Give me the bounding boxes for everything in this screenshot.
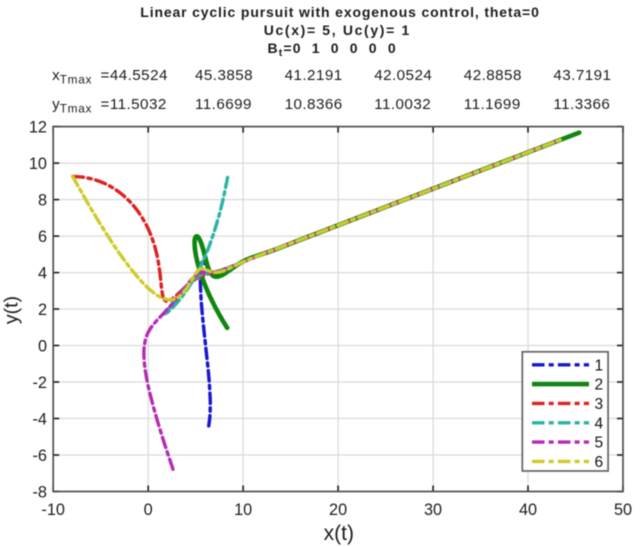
- svg-text:10: 10: [234, 501, 252, 519]
- svg-text:11.3366: 11.3366: [553, 96, 610, 113]
- svg-text:=44.5524: =44.5524: [101, 67, 168, 84]
- svg-text:42.0524: 42.0524: [374, 67, 432, 84]
- svg-text:42.8858: 42.8858: [464, 67, 522, 84]
- svg-text:-6: -6: [33, 447, 47, 465]
- svg-text:1: 1: [595, 357, 604, 374]
- svg-text:50: 50: [614, 501, 632, 519]
- svg-text:xTmax: xTmax: [52, 67, 92, 87]
- svg-text:-2: -2: [33, 374, 47, 392]
- svg-text:4: 4: [38, 264, 47, 282]
- svg-text:x(t): x(t): [324, 522, 354, 545]
- svg-text:10: 10: [29, 155, 47, 173]
- svg-text:=11.5032: =11.5032: [101, 96, 167, 113]
- svg-text:11.0032: 11.0032: [374, 96, 431, 113]
- svg-text:41.2191: 41.2191: [285, 67, 343, 84]
- svg-text:2: 2: [38, 301, 47, 319]
- svg-text:5: 5: [595, 435, 604, 452]
- svg-text:0: 0: [38, 337, 47, 355]
- svg-text:Bt=0 1 0 0 0 0: Bt=0 1 0 0 0 0: [268, 40, 397, 59]
- svg-text:40: 40: [519, 501, 537, 519]
- svg-text:11.1699: 11.1699: [464, 96, 521, 113]
- svg-text:3: 3: [595, 396, 604, 413]
- svg-text:Uc(x)= 5, Uc(y)= 1: Uc(x)= 5, Uc(y)= 1: [264, 22, 411, 38]
- svg-text:30: 30: [424, 501, 442, 519]
- svg-text:yTmax: yTmax: [52, 96, 92, 116]
- svg-text:20: 20: [329, 501, 347, 519]
- svg-text:-4: -4: [33, 410, 47, 428]
- svg-text:4: 4: [595, 415, 604, 432]
- svg-text:45.3858: 45.3858: [195, 67, 253, 84]
- svg-text:y(t): y(t): [1, 296, 23, 324]
- svg-text:2: 2: [595, 377, 604, 394]
- svg-text:11.6699: 11.6699: [195, 96, 252, 113]
- svg-text:6: 6: [595, 454, 604, 471]
- svg-text:43.7191: 43.7191: [553, 67, 611, 84]
- svg-text:6: 6: [38, 228, 47, 246]
- svg-text:0: 0: [144, 501, 153, 519]
- svg-text:Linear cyclic pursuit with exo: Linear cyclic pursuit with exogenous con…: [140, 4, 539, 20]
- svg-text:12: 12: [29, 119, 47, 137]
- svg-text:-10: -10: [41, 501, 65, 519]
- svg-text:10.8366: 10.8366: [285, 96, 343, 113]
- svg-text:8: 8: [38, 191, 47, 209]
- svg-text:-8: -8: [33, 483, 47, 501]
